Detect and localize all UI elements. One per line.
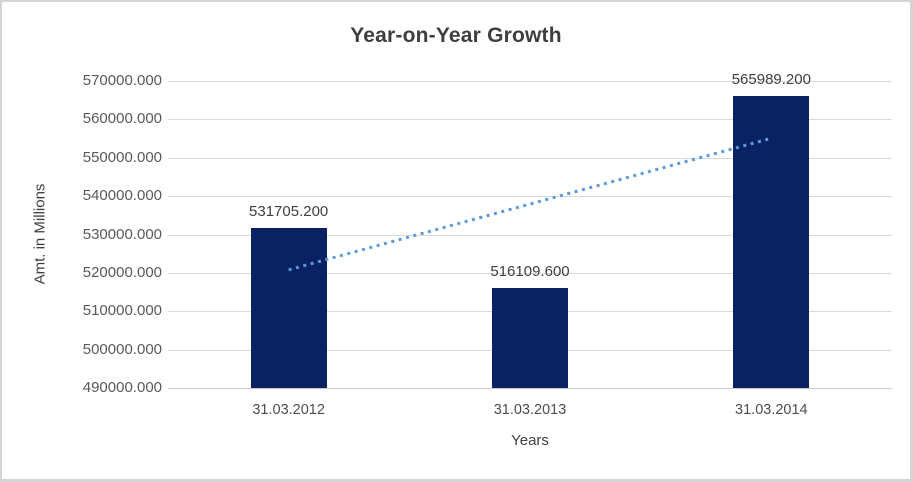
x-tick-label: 31.03.2014 bbox=[735, 402, 808, 418]
bar-data-label: 565989.200 bbox=[731, 71, 811, 89]
y-tick-label: 490000.000 bbox=[82, 379, 162, 396]
gridline bbox=[168, 81, 892, 82]
bar bbox=[492, 287, 568, 388]
bar bbox=[733, 96, 810, 388]
y-tick-label: 550000.000 bbox=[82, 148, 162, 166]
y-tick-label: 530000.000 bbox=[82, 225, 162, 243]
y-tick-label: 540000.000 bbox=[82, 187, 162, 205]
gridline bbox=[168, 119, 892, 121]
x-axis-line bbox=[168, 388, 892, 389]
chart-title: Year-on-Year Growth bbox=[350, 24, 562, 47]
plot-area: 531705.200 516109.600 565989.200 bbox=[168, 71, 892, 389]
bar-data-label: 516109.600 bbox=[490, 262, 570, 280]
bar bbox=[250, 227, 327, 388]
y-tick-label: 570000.000 bbox=[82, 72, 162, 89]
y-tick-label: 560000.000 bbox=[82, 110, 162, 128]
y-tick-label: 510000.000 bbox=[82, 302, 162, 320]
y-tick-label: 520000.000 bbox=[82, 263, 162, 281]
x-axis-title: Years bbox=[511, 432, 549, 449]
y-tick-label: 500000.000 bbox=[82, 340, 162, 358]
x-tick-label: 31.03.2013 bbox=[493, 402, 567, 418]
bar-data-label: 531705.200 bbox=[249, 202, 329, 220]
gridline bbox=[168, 272, 892, 274]
x-tick-label: 31.03.2012 bbox=[252, 402, 325, 418]
